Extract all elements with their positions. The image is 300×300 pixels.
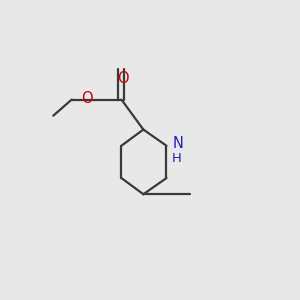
Text: H: H: [172, 152, 182, 165]
Text: O: O: [81, 91, 92, 106]
Text: N: N: [172, 136, 183, 151]
Text: O: O: [117, 70, 128, 86]
